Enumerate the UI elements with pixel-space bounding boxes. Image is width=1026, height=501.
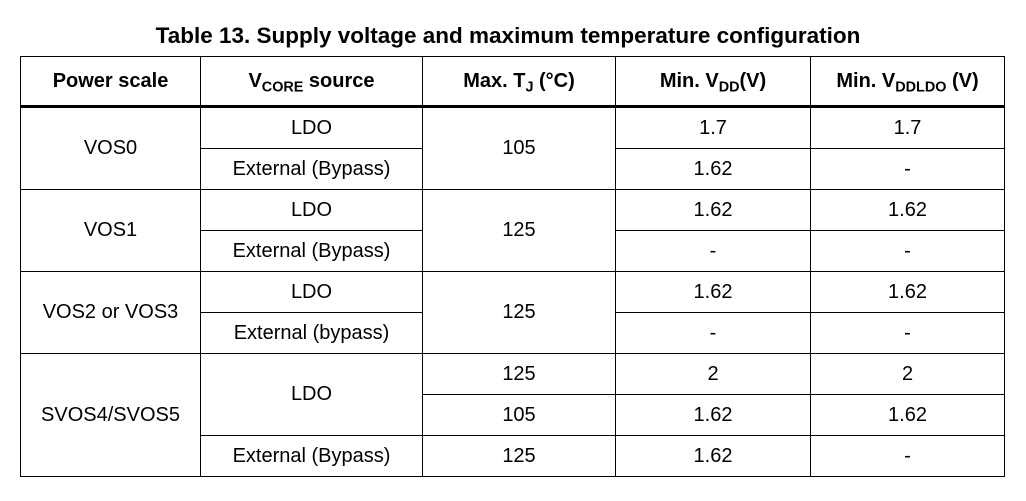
min-vddldo-cell: - <box>810 148 1005 190</box>
vcore-source-cell: External (Bypass) <box>200 230 423 272</box>
max-tj-cell: 125 <box>422 271 616 354</box>
min-vddldo-cell: 1.62 <box>810 189 1005 231</box>
min-vdd-cell: - <box>615 230 811 272</box>
max-tj-cell: 125 <box>422 189 616 272</box>
header-max-tj: Max. TJ (°C) <box>422 56 616 108</box>
max-tj-cell: 125 <box>422 353 616 395</box>
header-tj-suffix: (°C) <box>533 69 575 92</box>
min-vdd-cell: 1.62 <box>615 435 811 477</box>
header-row: Power scale VCORE source Max. TJ (°C) Mi… <box>20 56 1005 108</box>
vcore-source-cell: LDO <box>200 353 423 436</box>
vcore-source-cell: External (Bypass) <box>200 435 423 477</box>
header-vcore-source: VCORE source <box>200 56 423 108</box>
header-vddldo-suffix: (V) <box>946 69 979 92</box>
power-scale-cell: VOS1 <box>20 189 201 272</box>
min-vddldo-cell: - <box>810 230 1005 272</box>
min-vddldo-cell: 1.7 <box>810 106 1005 149</box>
header-vddldo-symbol: Min. V <box>836 69 896 92</box>
vcore-source-cell: LDO <box>200 271 423 313</box>
supply-voltage-table: Power scale VCORE source Max. TJ (°C) Mi… <box>20 56 1005 477</box>
table-row: External (Bypass) - - <box>21 230 1005 272</box>
min-vdd-cell: 1.7 <box>615 106 811 149</box>
header-vdd-symbol: Min. V <box>659 69 719 92</box>
header-tj-symbol: Max. T <box>463 69 526 92</box>
header-vcore-symbol: V <box>248 69 262 92</box>
table-caption: Table 13. Supply voltage and maximum tem… <box>155 23 861 48</box>
max-tj-cell: 105 <box>422 394 616 436</box>
min-vddldo-cell: - <box>810 435 1005 477</box>
header-min-vddldo: Min. VDDLDO (V) <box>810 56 1005 108</box>
table-row: SVOS4/SVOS5 LDO 125 2 2 <box>20 353 1005 477</box>
table-row: 105 1.62 1.62 <box>21 394 1005 436</box>
max-tj-cell: 105 <box>422 106 616 190</box>
header-min-vdd: Min. VDD(V) <box>615 56 811 108</box>
min-vdd-cell: 2 <box>615 353 811 395</box>
vcore-source-cell: External (Bypass) <box>200 148 423 190</box>
vcore-source-cell: LDO <box>200 106 423 149</box>
header-vdd-subscript: DD <box>718 78 740 95</box>
table-row: VOS0 LDO 105 1.7 1.7 <box>20 106 1005 190</box>
table-row: External (Bypass) 125 1.62 - <box>21 435 1005 477</box>
header-power-scale: Power scale <box>20 56 201 108</box>
header-vddldo-subscript: DDLDO <box>895 78 947 95</box>
header-vdd-suffix: (V) <box>739 69 767 92</box>
min-vddldo-cell: 1.62 <box>810 271 1005 313</box>
header-tj-subscript: J <box>525 78 534 95</box>
min-vdd-cell: - <box>615 312 811 354</box>
table-row: External (Bypass) 1.62 - <box>21 148 1005 190</box>
header-vcore-suffix: source <box>303 69 375 92</box>
min-vdd-cell: 1.62 <box>615 189 811 231</box>
power-scale-cell: VOS2 or VOS3 <box>20 271 201 354</box>
min-vdd-cell: 1.62 <box>615 271 811 313</box>
header-vcore-subscript: CORE <box>261 78 304 95</box>
min-vddldo-cell: 2 <box>810 353 1005 395</box>
max-tj-cell: 125 <box>422 435 616 477</box>
table-row: External (bypass) - - <box>21 312 1005 354</box>
min-vdd-cell: 1.62 <box>615 148 811 190</box>
vcore-source-cell: LDO <box>200 189 423 231</box>
table-row: VOS1 LDO 125 1.62 1.62 <box>20 189 1005 272</box>
power-scale-cell: VOS0 <box>20 106 201 190</box>
min-vddldo-cell: 1.62 <box>810 394 1005 436</box>
power-scale-cell: SVOS4/SVOS5 <box>20 353 201 477</box>
vcore-source-cell: External (bypass) <box>200 312 423 354</box>
min-vdd-cell: 1.62 <box>615 394 811 436</box>
table-row: VOS2 or VOS3 LDO 125 1.62 1.62 <box>20 271 1005 354</box>
min-vddldo-cell: - <box>810 312 1005 354</box>
